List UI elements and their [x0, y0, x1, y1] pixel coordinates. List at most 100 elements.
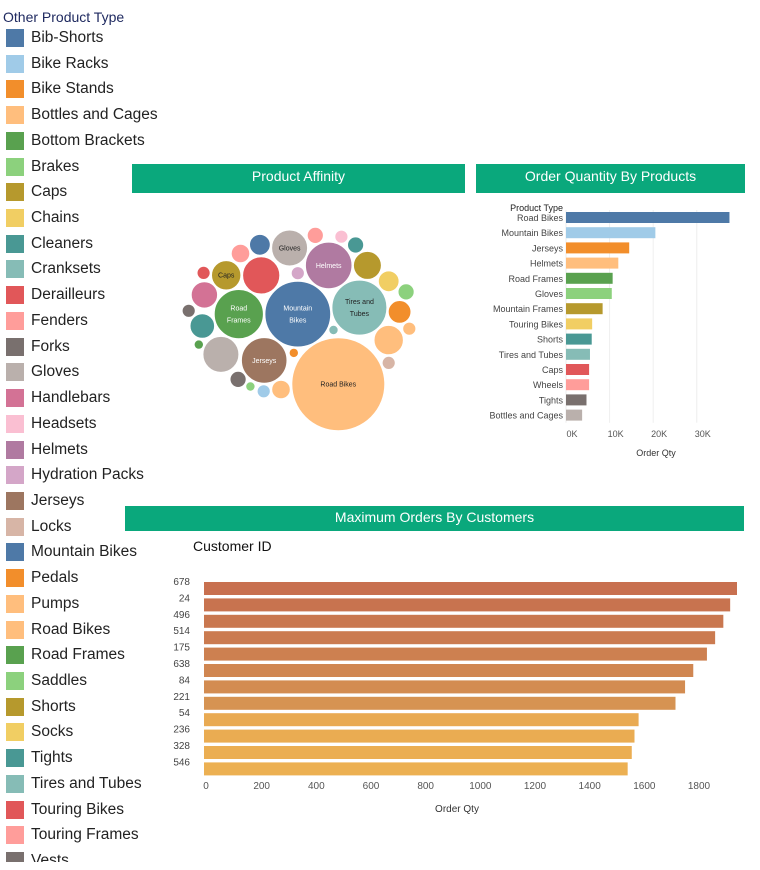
- legend-item-road-frames[interactable]: Road Frames: [6, 644, 125, 666]
- legend-item-headsets[interactable]: Headsets: [6, 413, 96, 435]
- legend-item-socks[interactable]: Socks: [6, 721, 73, 743]
- legend-label: Tights: [31, 749, 73, 767]
- legend-item-hydration-packs[interactable]: Hydration Packs: [6, 464, 144, 486]
- bar-mountain-bikes: [566, 227, 656, 239]
- customer-label: 638: [173, 659, 190, 670]
- legend-label: Bottom Brackets: [31, 131, 145, 149]
- legend-item-cranksets[interactable]: Cranksets: [6, 258, 101, 280]
- category-label: Helmets: [530, 259, 564, 269]
- legend-item-touring-frames[interactable]: Touring Frames: [6, 824, 139, 846]
- bubble-road-frames: [213, 289, 264, 340]
- legend-item-chains[interactable]: Chains: [6, 207, 79, 229]
- customer-id-header: Customer ID: [193, 538, 272, 554]
- legend-item-tights[interactable]: Tights: [6, 747, 73, 769]
- bubble: [202, 335, 240, 373]
- x-tick-label: 30K: [695, 429, 711, 439]
- legend-label: Bike Racks: [31, 54, 109, 72]
- legend-item-jerseys[interactable]: Jerseys: [6, 490, 84, 512]
- legend-item-bottles-and-cages[interactable]: Bottles and Cages: [6, 104, 158, 126]
- legend-item-bib-shorts[interactable]: Bib-Shorts: [6, 27, 103, 49]
- legend-item-locks[interactable]: Locks: [6, 516, 72, 538]
- legend-item-handlebars[interactable]: Handlebars: [6, 387, 110, 409]
- bubble: [352, 250, 382, 280]
- bar-customer-221: [204, 696, 676, 710]
- legend-swatch: [6, 131, 24, 150]
- legend-label: Chains: [31, 209, 80, 227]
- x-tick-label: 20K: [651, 429, 667, 439]
- bubble-label: Frames: [227, 318, 251, 325]
- legend-swatch: [6, 260, 24, 279]
- legend-label: Jerseys: [31, 491, 85, 509]
- legend-label: Road Frames: [31, 646, 125, 664]
- legend-swatch: [6, 311, 24, 330]
- legend-item-tires-and-tubes[interactable]: Tires and Tubes: [6, 773, 142, 795]
- bubble: [334, 229, 349, 244]
- bubble-label: Road: [230, 306, 247, 313]
- category-label: Shorts: [537, 335, 564, 345]
- legend-item-mountain-bikes[interactable]: Mountain Bikes: [6, 541, 137, 563]
- bubble: [196, 265, 211, 280]
- legend-swatch: [6, 54, 24, 73]
- legend-swatch: [6, 363, 24, 382]
- customer-label: 496: [173, 610, 190, 621]
- legend-item-fenders[interactable]: Fenders: [6, 310, 88, 332]
- legend: Bib-Shorts Bike Racks Bike Stands Bottles a…: [0, 24, 170, 862]
- bar-helmets: [566, 257, 619, 269]
- legend-item-caps[interactable]: Caps: [6, 181, 67, 203]
- bubble: [377, 270, 400, 293]
- legend-item-shorts[interactable]: Shorts: [6, 696, 76, 718]
- bubble: [189, 313, 216, 339]
- x-tick-label: 0: [203, 781, 209, 792]
- bubble-helmets: [304, 241, 353, 290]
- legend-item-road-bikes[interactable]: Road Bikes: [6, 619, 110, 641]
- customer-label: 678: [173, 577, 190, 588]
- legend-item-helmets[interactable]: Helmets: [6, 439, 88, 461]
- category-label: Caps: [542, 365, 564, 375]
- bubble-mountain-bikes: [264, 280, 332, 348]
- legend-swatch: [6, 466, 24, 485]
- bubble: [306, 226, 324, 244]
- bubble-label: Helmets: [316, 263, 342, 270]
- legend-label: Handlebars: [31, 389, 111, 407]
- legend-label: Pedals: [31, 569, 79, 587]
- legend-item-bike-racks[interactable]: Bike Racks: [6, 53, 109, 75]
- category-label: Bottles and Cages: [489, 411, 563, 421]
- legend-item-cleaners[interactable]: Cleaners: [6, 233, 93, 255]
- bubble: [271, 379, 291, 400]
- legend-item-vests[interactable]: Vests: [6, 850, 69, 862]
- legend-label: Derailleurs: [31, 286, 106, 304]
- legend-swatch: [6, 620, 24, 639]
- legend-item-bike-stands[interactable]: Bike Stands: [6, 78, 114, 100]
- bubble: [256, 384, 271, 399]
- legend-label: Road Bikes: [31, 620, 111, 638]
- legend-swatch: [6, 414, 24, 433]
- category-label: Road Frames: [508, 274, 563, 284]
- category-label: Wheels: [533, 380, 564, 390]
- category-label: Gloves: [535, 289, 564, 299]
- legend-swatch: [6, 29, 24, 47]
- legend-item-gloves[interactable]: Gloves: [6, 361, 79, 383]
- bubble-label: Tires and: [345, 299, 374, 306]
- bubble-label: Caps: [218, 273, 235, 280]
- legend-item-derailleurs[interactable]: Derailleurs: [6, 284, 105, 306]
- bar-bottles-and-cages: [566, 409, 583, 421]
- legend-label: Touring Bikes: [31, 800, 125, 818]
- legend-swatch: [6, 337, 24, 356]
- legend-item-saddles[interactable]: Saddles: [6, 670, 87, 692]
- bubble: [397, 283, 415, 301]
- legend-label: Vests: [31, 852, 69, 862]
- legend-item-forks[interactable]: Forks: [6, 336, 70, 358]
- x-tick-label: 1800: [688, 781, 711, 792]
- legend-label: Forks: [31, 337, 70, 355]
- legend-item-bottom-brackets[interactable]: Bottom Brackets: [6, 130, 145, 152]
- legend-label: Shorts: [31, 697, 76, 715]
- legend-label: Bike Stands: [31, 80, 114, 98]
- legend-item-pedals[interactable]: Pedals: [6, 567, 78, 589]
- legend-swatch: [6, 723, 24, 742]
- legend-item-touring-bikes[interactable]: Touring Bikes: [6, 799, 124, 821]
- customer-label: 328: [173, 741, 190, 752]
- legend-label: Mountain Bikes: [31, 543, 137, 561]
- legend-item-pumps[interactable]: Pumps: [6, 593, 79, 615]
- customer-label: 24: [179, 593, 191, 604]
- legend-item-brakes[interactable]: Brakes: [6, 156, 79, 178]
